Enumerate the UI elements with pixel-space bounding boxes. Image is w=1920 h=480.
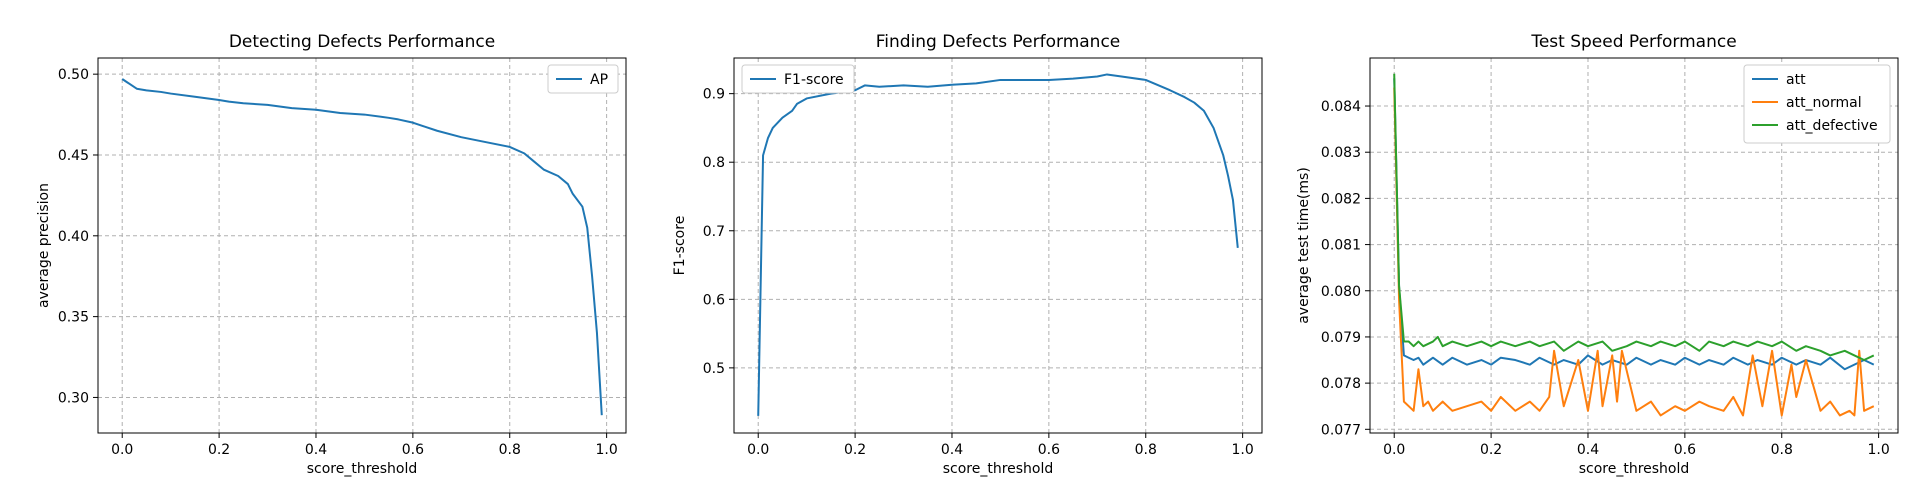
y-tick-label: 0.079 [1321, 330, 1361, 346]
x-tick-label: 1.0 [1231, 442, 1253, 458]
x-tick-label: 0.2 [208, 442, 230, 458]
x-axis-label: score_threshold [307, 461, 418, 477]
y-tick-label: 0.082 [1321, 191, 1361, 207]
y-tick-label: 0.6 [703, 292, 725, 308]
chart-panel-1: 0.0 0.2 0.4 0.6 0.8 1.0 0.30 0.35 0.40 0.45 0.50 De… [36, 32, 627, 477]
x-tick-label: 0.4 [1577, 442, 1599, 458]
y-tick-label: 0.078 [1321, 376, 1361, 392]
series-line-att-normal [1393, 87, 1875, 417]
y-tick-label: 0.081 [1321, 238, 1361, 254]
x-tick-label: 0.0 [111, 442, 133, 458]
y-tick-label: 0.45 [58, 148, 89, 164]
series-line-F1-score [757, 73, 1239, 416]
y-tick-label: 0.8 [703, 155, 725, 171]
x-tick-label: 0.8 [1771, 442, 1793, 458]
x-axis-label: score_threshold [1579, 461, 1690, 477]
legend-label: att_normal [1786, 95, 1862, 111]
y-axis-label: average precision [36, 183, 52, 308]
chart-panel-2: 0.0 0.2 0.4 0.6 0.8 1.0 0.5 0.6 0.7 0.8 0.9 Finding… [672, 32, 1263, 477]
axes-frame [97, 57, 627, 434]
y-tick-label: 0.083 [1321, 145, 1361, 161]
legend: F1-score [741, 64, 855, 94]
legend-label: att_defective [1786, 118, 1878, 134]
legend-box [741, 64, 855, 94]
x-tick-label: 0.6 [1038, 442, 1060, 458]
y-tick-label: 0.30 [58, 390, 89, 406]
x-tick-label: 0.4 [941, 442, 963, 458]
x-tick-label: 0.0 [747, 442, 769, 458]
series-line-AP [121, 78, 603, 416]
x-tick-label: 0.4 [305, 442, 327, 458]
y-tick-label: 0.5 [703, 361, 725, 377]
y-axis-label: average test time(ms) [1296, 167, 1312, 324]
y-axis-label: F1-score [672, 216, 688, 276]
legend-label: F1-score [784, 72, 844, 88]
chart-title: Test Speed Performance [1530, 32, 1736, 52]
legend-label: att [1786, 72, 1806, 88]
y-tick-label: 0.35 [58, 310, 89, 326]
legend: att att_normal att_defective [1743, 64, 1891, 144]
x-tick-label: 0.8 [499, 442, 521, 458]
y-tick-label: 0.9 [703, 87, 725, 103]
series-line-att-defective [1393, 73, 1875, 362]
y-tick-label: 0.084 [1321, 99, 1361, 115]
x-tick-label: 0.6 [402, 442, 424, 458]
chart-title: Finding Defects Performance [876, 32, 1121, 52]
x-tick-label: 0.6 [1674, 442, 1696, 458]
x-tick-label: 0.8 [1135, 442, 1157, 458]
legend-label: AP [590, 72, 608, 88]
x-axis-label: score_threshold [943, 461, 1054, 477]
legend-box [547, 64, 619, 94]
chart-panel-3: 0.0 0.2 0.4 0.6 0.8 1.0 0.077 0.078 0.079 0.080 0.… [1296, 32, 1899, 477]
axes-frame [1369, 57, 1899, 434]
chart-title: Detecting Defects Performance [229, 32, 495, 52]
axes-frame [733, 57, 1263, 434]
x-tick-label: 1.0 [1867, 442, 1889, 458]
y-tick-label: 0.7 [703, 224, 725, 240]
y-tick-label: 0.080 [1321, 284, 1361, 300]
legend-box [1743, 64, 1891, 144]
y-tick-label: 0.077 [1321, 422, 1361, 438]
y-tick-label: 0.50 [58, 67, 89, 83]
y-tick-label: 0.40 [58, 229, 89, 245]
x-tick-label: 0.2 [1480, 442, 1502, 458]
x-tick-label: 0.0 [1383, 442, 1405, 458]
x-tick-label: 0.2 [844, 442, 866, 458]
x-tick-label: 1.0 [595, 442, 617, 458]
legend: AP [547, 64, 619, 94]
